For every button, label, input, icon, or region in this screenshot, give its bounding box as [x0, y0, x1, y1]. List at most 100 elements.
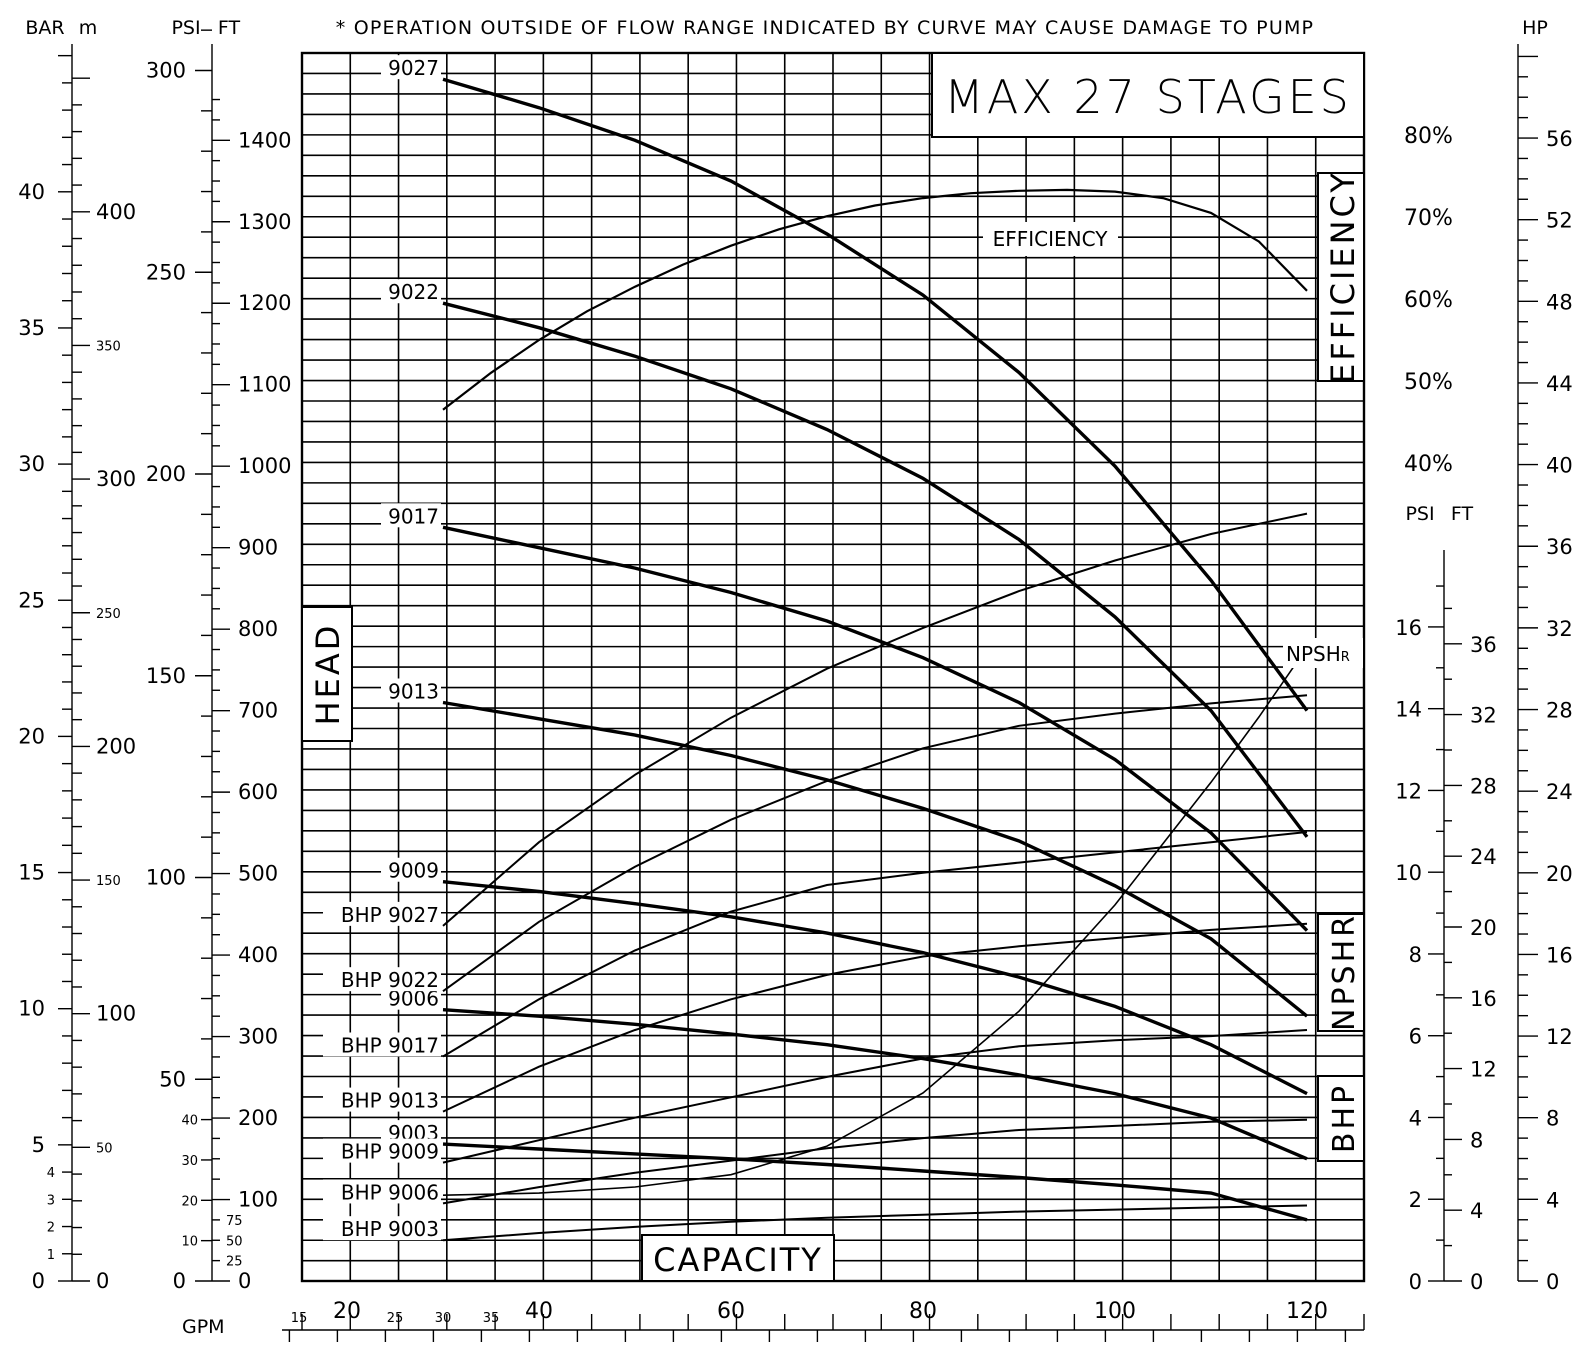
bhp-curve-BHP-9022: [442, 694, 1308, 993]
hp-axis-title: HP: [1522, 17, 1548, 39]
gpm-minor-tick-label: 15: [291, 1311, 308, 1326]
npsh-psi-axis-title: PSI: [1405, 503, 1434, 525]
npsh-psi-tick-label: 12: [1395, 779, 1422, 803]
bar-tick-label: 1: [47, 1248, 55, 1263]
ft-tick-label: 0: [238, 1269, 251, 1293]
npsh-ft-tick-label: 8: [1470, 1128, 1483, 1152]
npsh-ft-axis-title: FT: [1451, 503, 1474, 525]
ft-tick-label: 50: [226, 1234, 243, 1249]
head-curve-9009: [442, 880, 1308, 1096]
series-label-bg: [381, 857, 441, 882]
efficiency-tick-label: 60%: [1404, 288, 1453, 313]
series-label-bg: [323, 901, 441, 926]
npsh-psi-tick-label: 16: [1395, 616, 1422, 640]
m-tick-label: 100: [96, 1002, 136, 1026]
efficiency-tick-label: 40%: [1404, 452, 1453, 477]
efficiency-tick-label: 50%: [1404, 370, 1453, 395]
ft-tick-label: 1300: [238, 210, 291, 234]
bar-tick-label: 35: [18, 316, 45, 340]
hp-tick-label: 8: [1546, 1107, 1559, 1131]
bar-tick-label: 10: [18, 997, 45, 1021]
hp-tick-label: 4: [1546, 1188, 1559, 1212]
ft-tick-label: 200: [238, 1106, 278, 1130]
ft-axis-title: FT: [218, 17, 241, 39]
series-label-bg: [323, 1032, 441, 1057]
bhp-side-label: BHP: [1327, 1083, 1362, 1153]
bar-tick-label: 30: [18, 452, 45, 476]
bar-tick-label: 25: [18, 588, 45, 612]
head-curve-9013: [442, 700, 1309, 1018]
hp-tick-label: 20: [1546, 862, 1573, 886]
bar-tick-label: 40: [18, 180, 45, 204]
head-curve-9022: [442, 301, 1309, 838]
series-label-bg: [381, 503, 441, 528]
npsh-ft-tick-label: 20: [1470, 916, 1497, 940]
title-box: [931, 52, 1365, 138]
head-series-label: 9013: [388, 679, 439, 703]
head-series-label: 9027: [388, 56, 439, 80]
psi-tick-label: 200: [146, 462, 186, 486]
npsh-ft-tick-label: 16: [1470, 987, 1497, 1011]
m-tick-label: 400: [96, 200, 136, 224]
chart-curves: [442, 77, 1309, 1242]
gpm-tick-label: 60: [717, 1299, 745, 1324]
gpm-minor-tick-label: 35: [483, 1311, 500, 1326]
capacity-label: CAPACITY: [653, 1241, 823, 1279]
npsh-psi-tick-label: 0: [1409, 1270, 1422, 1294]
efficiency-curve: [442, 188, 1308, 411]
npshr-label-box: [1317, 913, 1365, 1032]
npshr-side-label: NPSHR: [1327, 913, 1362, 1031]
bar-tick-label: 2: [47, 1221, 55, 1236]
ft-tick-label: 700: [238, 699, 278, 723]
npsh-ft-tick-label: 24: [1470, 845, 1497, 869]
npsh-ft-tick-label: 4: [1470, 1199, 1483, 1223]
series-label-bg: [323, 1138, 441, 1163]
bhp-curve-BHP-9013: [442, 922, 1308, 1113]
operation-note: * OPERATION OUTSIDE OF FLOW RANGE INDICA…: [336, 17, 1314, 39]
m-tick-label: 300: [96, 467, 136, 491]
head-series-label: 9017: [388, 504, 439, 528]
series-label-bg: [323, 1087, 441, 1112]
hp-tick-label: 40: [1546, 454, 1573, 478]
gpm-axis-title: GPM: [182, 1316, 225, 1338]
ft-tick-label: 600: [238, 780, 278, 804]
npsh-ft-tick-label: 32: [1470, 704, 1497, 728]
bar-axis-title: BAR: [25, 17, 64, 39]
bhp-series-label: BHP 9017: [341, 1033, 439, 1057]
capacity-label-box: [641, 1234, 835, 1282]
head-curve-9027: [442, 77, 1309, 712]
ft-tick-label: 1100: [238, 373, 291, 397]
psi-tick-label: 20: [181, 1194, 198, 1209]
gpm-tick-label: 100: [1094, 1299, 1136, 1324]
bar-tick-label: 3: [47, 1193, 55, 1208]
bhp-curve-BHP-9027: [442, 512, 1308, 927]
bar-tick-label: 4: [47, 1166, 55, 1181]
npsh-psi-tick-label: 10: [1395, 861, 1422, 885]
psi-tick-label: 30: [181, 1154, 198, 1169]
bhp-curve-BHP-9017: [442, 831, 1308, 1058]
psi-axis-title: PSI: [171, 17, 200, 39]
series-label-bg: [323, 1179, 441, 1204]
ft-tick-label: 75: [226, 1214, 243, 1229]
bhp-series-label: BHP 9009: [341, 1140, 439, 1164]
efficiency-label-box: [1317, 172, 1365, 382]
efficiency-curve-label-box: [983, 222, 1118, 256]
npshr-curve: [442, 646, 1308, 1196]
npsh-ft-tick-label: 0: [1470, 1270, 1483, 1294]
head-curve-9017: [442, 525, 1309, 932]
ft-tick-label: 400: [238, 943, 278, 967]
m-tick-label: 200: [96, 734, 136, 758]
head-side-label: HEAD: [309, 623, 347, 726]
ft-tick-label: 800: [238, 617, 278, 641]
series-label-bg: [381, 678, 441, 703]
npsh-ft-tick-label: 36: [1470, 633, 1497, 657]
efficiency-tick-label: 70%: [1404, 206, 1453, 231]
head-curve-9006: [442, 1008, 1308, 1161]
npsh-psi-tick-label: 6: [1409, 1025, 1422, 1049]
npsh-ft-tick-label: 28: [1470, 774, 1497, 798]
series-label-bg: [381, 279, 441, 304]
psi-tick-label: 50: [159, 1067, 186, 1091]
m-tick-label: 0: [96, 1269, 109, 1293]
